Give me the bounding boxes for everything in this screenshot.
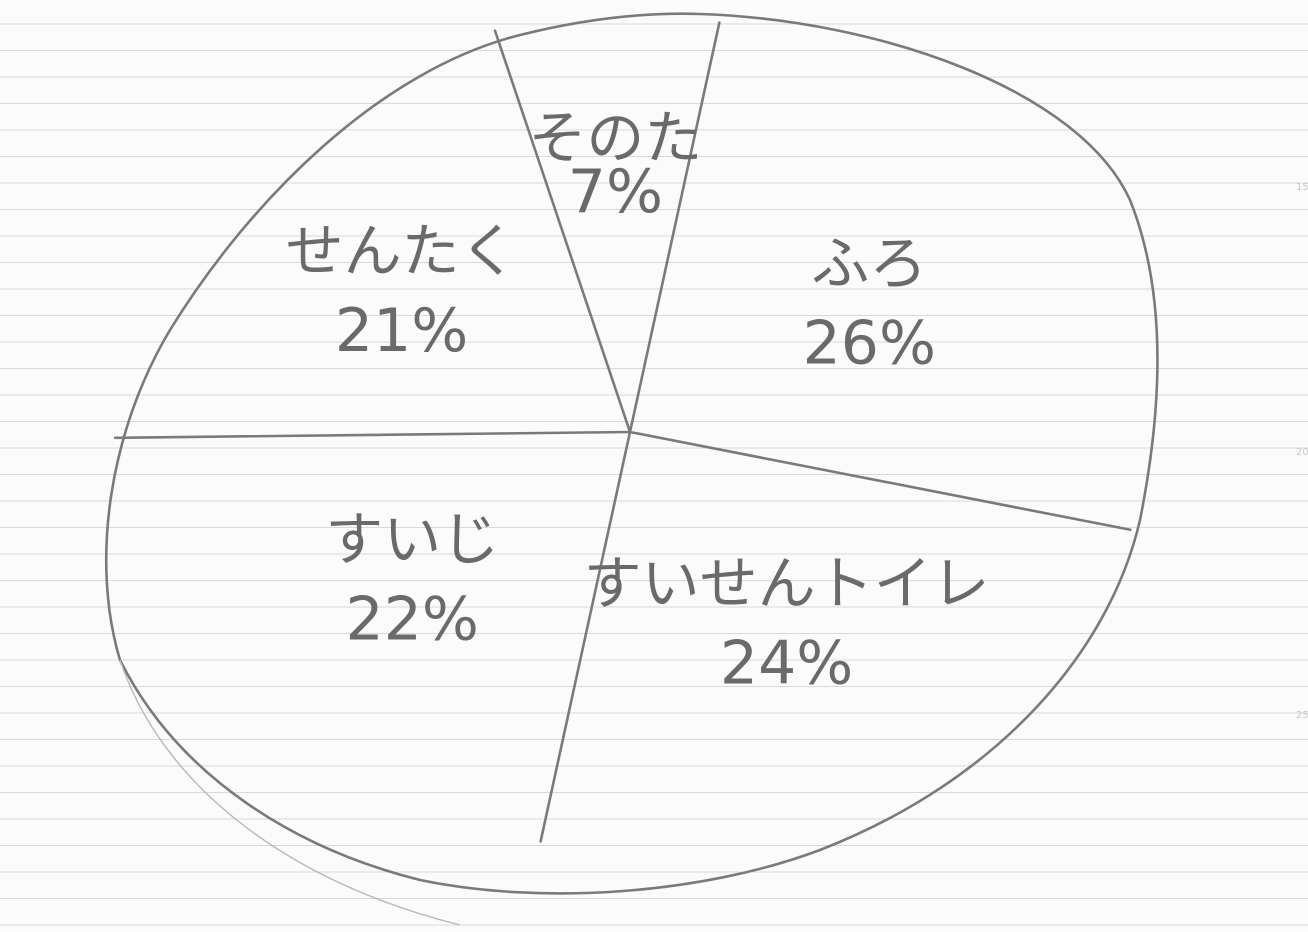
slice-value-furo: 26% xyxy=(803,309,936,379)
slice-dividers xyxy=(113,21,1132,843)
pie-outline-overstroke xyxy=(119,659,461,926)
margin-number: 20 xyxy=(1296,447,1308,458)
slice-divider xyxy=(113,430,632,440)
slice-label-sonota: そのた xyxy=(528,104,702,172)
ruled-lines xyxy=(0,23,1308,926)
slice-label-suiji: すいじ xyxy=(325,506,499,574)
slice-value-suiji: 22% xyxy=(346,585,479,655)
margin-number: 25 xyxy=(1296,710,1308,721)
margin-number: 15 xyxy=(1296,182,1308,193)
slice-divider xyxy=(493,29,632,434)
pie-outline xyxy=(104,12,1159,895)
slice-value-sentaku: 21% xyxy=(335,296,468,366)
slice-divider xyxy=(628,21,721,434)
slice-value-sonota: 7% xyxy=(568,157,663,227)
slice-divider xyxy=(539,430,632,843)
slice-divider xyxy=(628,430,1132,532)
slice-label-furo: ふろ xyxy=(811,230,927,298)
slice-label-suisen-toire: すいせんトイレ xyxy=(584,549,990,617)
slice-value-suisen-toire: 24% xyxy=(720,628,853,698)
slice-label-sentaku: せんたく xyxy=(286,217,518,285)
